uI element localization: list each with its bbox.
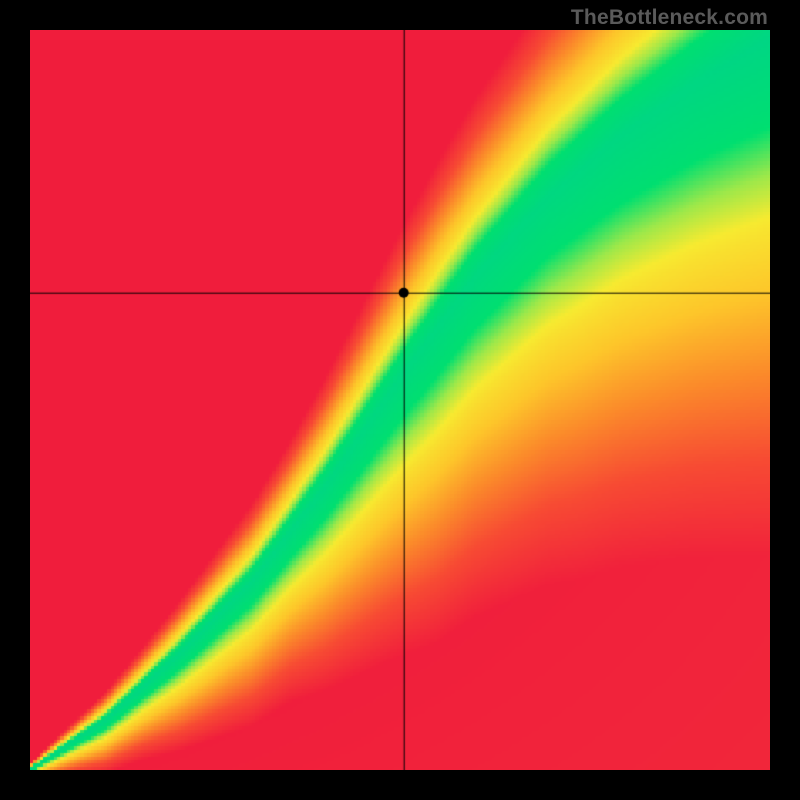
watermark-text: TheBottleneck.com xyxy=(571,6,768,30)
heatmap-frame xyxy=(30,30,770,770)
heatmap-canvas xyxy=(30,30,770,770)
chart-container: TheBottleneck.com xyxy=(0,0,800,800)
